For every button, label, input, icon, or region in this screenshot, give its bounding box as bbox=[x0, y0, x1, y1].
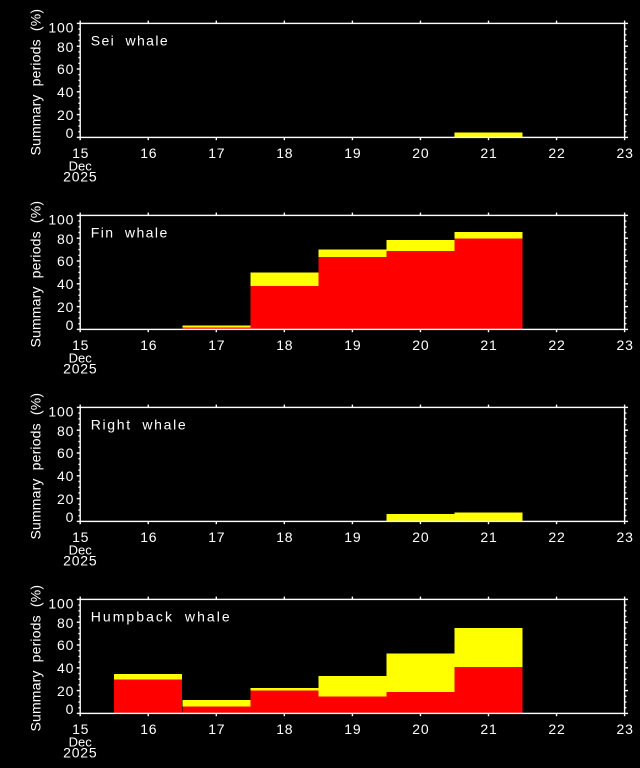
svg-text:19: 19 bbox=[344, 529, 361, 545]
svg-text:Dec: Dec bbox=[69, 542, 93, 557]
svg-text:60: 60 bbox=[57, 253, 74, 269]
svg-text:17: 17 bbox=[208, 145, 225, 161]
svg-text:20: 20 bbox=[57, 107, 74, 123]
svg-text:Summary periods (%): Summary periods (%) bbox=[28, 585, 44, 732]
svg-text:23: 23 bbox=[617, 337, 634, 353]
svg-text:20: 20 bbox=[412, 529, 429, 545]
svg-text:20: 20 bbox=[57, 683, 74, 699]
svg-text:60: 60 bbox=[57, 61, 74, 77]
svg-text:22: 22 bbox=[548, 721, 565, 737]
svg-text:Dec: Dec bbox=[69, 734, 93, 749]
svg-text:18: 18 bbox=[276, 145, 293, 161]
svg-text:20: 20 bbox=[57, 491, 74, 507]
svg-text:16: 16 bbox=[140, 721, 157, 737]
svg-text:80: 80 bbox=[57, 615, 74, 631]
svg-text:0: 0 bbox=[66, 125, 75, 141]
svg-text:16: 16 bbox=[140, 145, 157, 161]
svg-text:60: 60 bbox=[57, 637, 74, 653]
svg-text:Fin whale: Fin whale bbox=[91, 225, 168, 241]
svg-text:100: 100 bbox=[48, 212, 74, 228]
svg-text:0: 0 bbox=[66, 317, 75, 333]
svg-text:60: 60 bbox=[57, 445, 74, 461]
svg-text:15: 15 bbox=[72, 337, 89, 353]
svg-text:22: 22 bbox=[548, 337, 565, 353]
svg-text:23: 23 bbox=[617, 721, 634, 737]
svg-text:23: 23 bbox=[617, 145, 634, 161]
svg-text:17: 17 bbox=[208, 337, 225, 353]
svg-text:40: 40 bbox=[57, 660, 74, 676]
svg-text:16: 16 bbox=[140, 337, 157, 353]
svg-text:40: 40 bbox=[57, 84, 74, 100]
svg-text:100: 100 bbox=[48, 596, 74, 612]
svg-text:Dec: Dec bbox=[69, 350, 93, 365]
svg-text:100: 100 bbox=[48, 404, 74, 420]
svg-text:80: 80 bbox=[57, 39, 74, 55]
svg-text:20: 20 bbox=[412, 721, 429, 737]
svg-text:15: 15 bbox=[72, 145, 89, 161]
svg-text:15: 15 bbox=[72, 529, 89, 545]
svg-text:2025: 2025 bbox=[63, 168, 97, 184]
svg-text:16: 16 bbox=[140, 529, 157, 545]
svg-text:17: 17 bbox=[208, 721, 225, 737]
svg-text:2025: 2025 bbox=[63, 552, 97, 568]
svg-text:80: 80 bbox=[57, 423, 74, 439]
svg-text:40: 40 bbox=[57, 276, 74, 292]
svg-text:19: 19 bbox=[344, 145, 361, 161]
svg-text:17: 17 bbox=[208, 529, 225, 545]
svg-text:21: 21 bbox=[480, 145, 497, 161]
svg-text:2025: 2025 bbox=[63, 744, 97, 760]
svg-text:Dec: Dec bbox=[69, 158, 93, 173]
svg-text:22: 22 bbox=[548, 529, 565, 545]
svg-text:20: 20 bbox=[412, 337, 429, 353]
svg-text:21: 21 bbox=[480, 529, 497, 545]
svg-text:0: 0 bbox=[66, 509, 75, 525]
svg-text:18: 18 bbox=[276, 529, 293, 545]
svg-text:15: 15 bbox=[72, 721, 89, 737]
svg-text:Sei whale: Sei whale bbox=[91, 33, 168, 49]
svg-text:19: 19 bbox=[344, 721, 361, 737]
svg-text:20: 20 bbox=[412, 145, 429, 161]
svg-text:18: 18 bbox=[276, 337, 293, 353]
svg-text:Summary periods (%): Summary periods (%) bbox=[28, 9, 44, 156]
svg-text:Summary periods (%): Summary periods (%) bbox=[28, 201, 44, 348]
svg-text:18: 18 bbox=[276, 721, 293, 737]
svg-text:21: 21 bbox=[480, 721, 497, 737]
svg-text:19: 19 bbox=[344, 337, 361, 353]
svg-text:100: 100 bbox=[48, 20, 74, 36]
svg-text:23: 23 bbox=[617, 529, 634, 545]
svg-text:40: 40 bbox=[57, 468, 74, 484]
svg-text:0: 0 bbox=[66, 701, 75, 717]
svg-text:22: 22 bbox=[548, 145, 565, 161]
svg-text:20: 20 bbox=[57, 299, 74, 315]
svg-text:80: 80 bbox=[57, 231, 74, 247]
svg-text:2025: 2025 bbox=[63, 360, 97, 376]
svg-text:Summary periods (%): Summary periods (%) bbox=[28, 393, 44, 540]
svg-text:21: 21 bbox=[480, 337, 497, 353]
